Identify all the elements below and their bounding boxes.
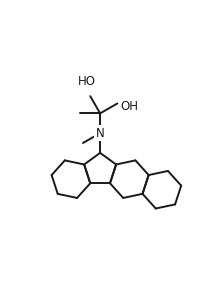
Text: HO: HO [78,75,96,88]
Text: OH: OH [120,100,138,113]
Text: N: N [96,127,105,140]
